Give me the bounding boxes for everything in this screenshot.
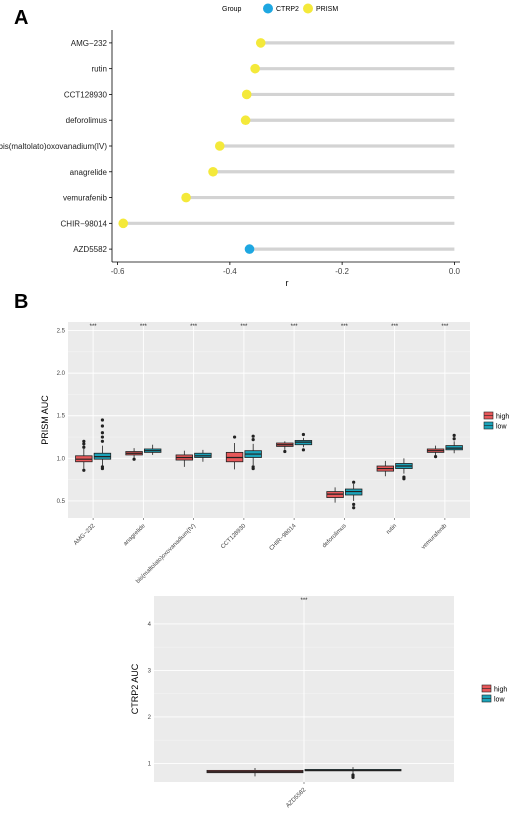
y-tick-label: AZD5582: [73, 245, 107, 254]
outlier-point: [100, 435, 105, 439]
outlier-point: [82, 442, 86, 446]
outlier-point: [351, 773, 355, 777]
x-tick-label: CCT128930: [220, 523, 248, 551]
legend-label-low: low: [496, 424, 507, 431]
legend-label-prism: PRISM: [316, 6, 338, 13]
outlier-point: [251, 438, 255, 442]
outlier-point: [100, 431, 105, 435]
outlier-point: [251, 465, 255, 469]
y-tick-label: 3: [148, 668, 152, 674]
outlier-point: [402, 475, 406, 479]
lollipop-point: [208, 166, 218, 177]
x-tick-label: vemurafenib: [421, 523, 449, 551]
y-tick-label: 2.0: [57, 371, 66, 377]
lollipop-point: [241, 89, 252, 100]
outlier-point: [100, 424, 105, 428]
significance-label: ***: [190, 324, 198, 330]
legend-label-ctrp2: CTRP2: [276, 6, 299, 13]
y-tick-label: rutin: [91, 65, 107, 74]
ctrp2-box-chart: 1 2 3 4 *** AZD5582 CTRP2 AUC high low: [130, 596, 507, 809]
lollipop-point: [250, 63, 260, 74]
outlier-point: [82, 439, 86, 443]
x-tick-label: bis(maltolato)oxovanadium(IV): [135, 523, 197, 585]
x-tick-label: -0.2: [335, 267, 349, 276]
significance-label: ***: [90, 324, 98, 330]
x-tick-label: -0.6: [111, 267, 125, 276]
x-tick-label: rutin: [386, 523, 398, 535]
y-tick-label: 4: [148, 622, 152, 628]
lollipop-chart: Group CTRP2 PRISM AMG−232 rutin CCT128930 defo…: [0, 3, 461, 288]
legend-key-ctrp2: [263, 3, 273, 14]
lollipop-point: [181, 192, 191, 203]
prism-box-chart: 0.5 1.0 1.5 2.0 2.5 *** AMG−232 *** anagrelide **…: [40, 322, 509, 585]
x-tick-label: deforolimus: [322, 523, 348, 549]
y-tick-label: deforolimus: [66, 116, 107, 125]
significance-label: ***: [391, 324, 399, 330]
x-tick-label: AMG−232: [73, 523, 97, 547]
outlier-point: [283, 449, 287, 454]
plot-panel: [68, 322, 470, 518]
outlier-point: [232, 435, 237, 439]
significance-label: ***: [300, 598, 308, 604]
y-tick-label: 1: [148, 761, 152, 767]
lollipop-point: [244, 244, 255, 254]
y-tick-label: CHIR−98014: [61, 219, 108, 228]
y-tick-label: AMG−232: [71, 39, 108, 48]
y-tick-label: 2.5: [57, 329, 66, 335]
x-tick-label: AZD5582: [285, 787, 308, 810]
legend-label-high: high: [494, 687, 507, 694]
outlier-point: [251, 434, 255, 438]
legend-title: Group: [222, 6, 242, 13]
y-tick-label: 0.5: [57, 499, 66, 505]
legend-label-high: high: [496, 414, 509, 421]
outlier-point: [452, 437, 456, 441]
outlier-point: [301, 448, 306, 452]
outlier-point: [82, 468, 86, 472]
y-tick-label: 1.0: [57, 456, 66, 462]
x-tick-label: -0.4: [223, 267, 237, 276]
outlier-point: [352, 506, 356, 510]
outlier-point: [82, 445, 86, 449]
legend-key-prism: [303, 3, 313, 14]
panel-a-letter: A: [14, 7, 28, 29]
x-tick-label: 0.0: [449, 267, 461, 276]
y-tick-label: CCT128930: [64, 90, 108, 99]
y-tick-label: vemurafenib: [63, 194, 108, 203]
y-tick-label: 2: [148, 715, 152, 721]
y-axis-title: PRISM AUC: [40, 395, 50, 445]
significance-label: ***: [140, 324, 148, 330]
significance-label: ***: [291, 324, 299, 330]
x-axis-title: r: [286, 278, 289, 288]
outlier-point: [100, 418, 105, 422]
y-tick-label: bis(maltolato)oxovanadium(IV): [0, 142, 107, 151]
y-axis-title: CTRP2 AUC: [130, 663, 140, 714]
outlier-point: [452, 433, 456, 437]
lollipop-point: [214, 141, 225, 151]
significance-label: ***: [240, 324, 248, 330]
x-tick-label: CHIR−98014: [269, 523, 298, 552]
y-tick-label: anagrelide: [70, 168, 108, 177]
significance-label: ***: [441, 324, 449, 330]
outlier-point: [132, 457, 136, 461]
legend-label-low: low: [494, 697, 505, 704]
significance-label: ***: [341, 324, 349, 330]
lollipop-point: [240, 115, 251, 126]
y-tick-label: 1.5: [57, 414, 66, 420]
x-tick-label: anagrelide: [123, 523, 148, 548]
outlier-point: [352, 480, 356, 484]
outlier-point: [100, 465, 105, 469]
outlier-point: [100, 439, 105, 443]
panel-b-letter: B: [14, 291, 28, 313]
lollipop-point: [118, 218, 129, 229]
outlier-point: [352, 502, 356, 506]
outlier-point: [301, 432, 306, 437]
outlier-point: [433, 455, 438, 459]
lollipop-point: [255, 38, 266, 48]
